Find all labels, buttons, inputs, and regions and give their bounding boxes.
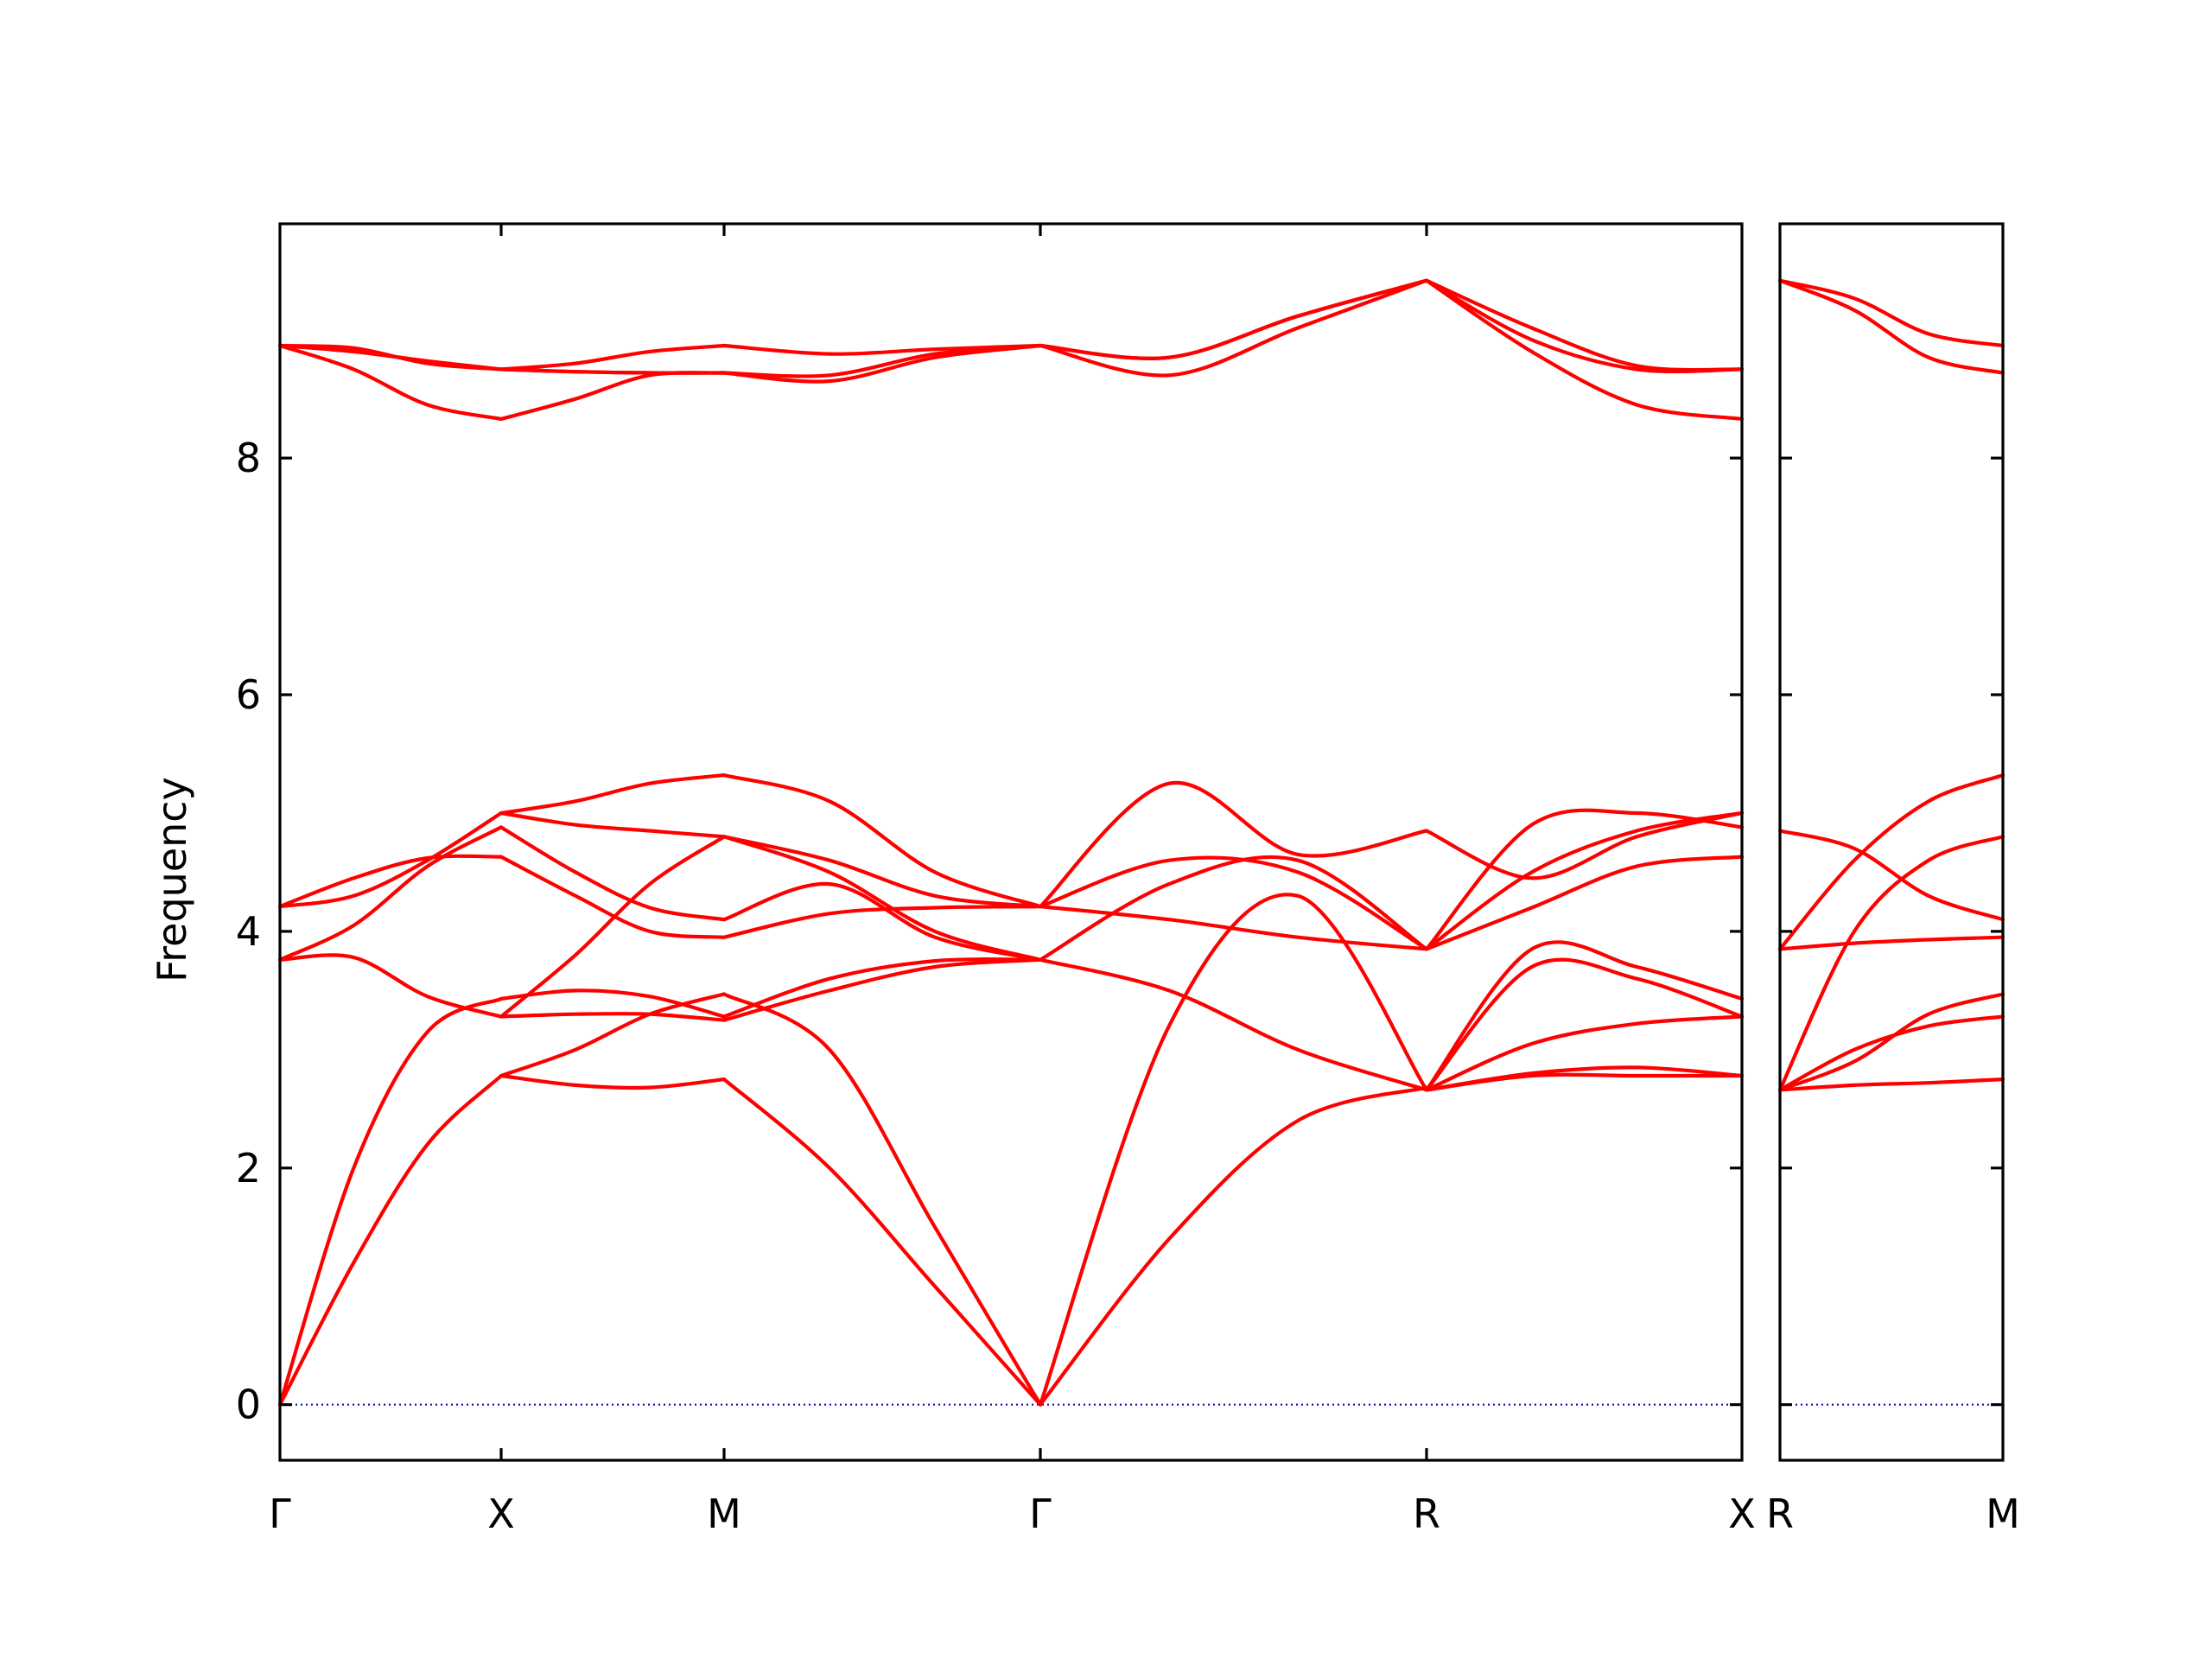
band-branch bbox=[1038, 278, 1429, 360]
band-branch bbox=[1038, 780, 1429, 909]
band-branch bbox=[1424, 940, 1745, 1092]
band-branch bbox=[1424, 957, 1745, 1092]
band-branch bbox=[1038, 905, 1429, 951]
band-branch bbox=[277, 825, 504, 962]
band-branch bbox=[721, 905, 1043, 939]
band-branch bbox=[1424, 810, 1745, 880]
band-branch bbox=[1777, 829, 2005, 922]
band-branch bbox=[721, 343, 1043, 356]
band-branch bbox=[499, 343, 727, 372]
band-branch bbox=[277, 996, 504, 1407]
band-branch bbox=[499, 825, 727, 922]
y-tick-label: 0 bbox=[236, 1382, 261, 1428]
band-branch bbox=[1038, 855, 1429, 951]
band-branch bbox=[1038, 893, 1429, 1407]
band-branch bbox=[721, 1077, 1043, 1407]
band-branch bbox=[1777, 835, 2005, 1092]
band-branch bbox=[277, 1073, 504, 1407]
y-tick-label: 4 bbox=[236, 908, 261, 955]
band-branch bbox=[1777, 1077, 2005, 1092]
left-panel-branches bbox=[277, 278, 1745, 1407]
x-tick-label: Γ bbox=[1029, 1491, 1052, 1537]
band-branch bbox=[277, 854, 504, 909]
x-tick-label: Γ bbox=[269, 1491, 291, 1537]
band-branch bbox=[1424, 1065, 1745, 1092]
band-branch bbox=[499, 773, 727, 816]
band-branch bbox=[1038, 957, 1429, 1092]
band-branch bbox=[1038, 855, 1429, 962]
band-branch bbox=[1424, 1014, 1745, 1092]
band-branch bbox=[499, 810, 727, 839]
x-tick-label: R bbox=[1413, 1491, 1440, 1537]
right-panel-ticks bbox=[1780, 456, 2003, 1407]
band-branch bbox=[1424, 278, 1745, 374]
band-branch bbox=[1424, 855, 1745, 951]
left-panel-ticks bbox=[280, 224, 1742, 1460]
band-branch bbox=[277, 953, 504, 1019]
y-tick-label: 8 bbox=[236, 435, 261, 481]
band-branch bbox=[499, 371, 727, 421]
band-branch bbox=[277, 343, 504, 372]
band-branch bbox=[721, 992, 1043, 1407]
band-branch bbox=[721, 881, 1043, 962]
band-branch bbox=[721, 835, 1043, 909]
right-panel-frame bbox=[1778, 222, 2005, 1462]
band-branch bbox=[721, 835, 1043, 962]
y-tick-labels: 0 2 4 6 8 bbox=[236, 435, 261, 1428]
x-tick-label: X bbox=[487, 1491, 515, 1537]
band-branch bbox=[277, 343, 504, 421]
band-branch bbox=[277, 810, 504, 909]
left-panel: 0 2 4 6 8 Γ X M Γ R X bbox=[236, 222, 1756, 1537]
x-tick-label: R bbox=[1766, 1491, 1794, 1537]
band-branch bbox=[1777, 278, 2005, 375]
band-branch bbox=[1777, 935, 2005, 951]
band-branch bbox=[499, 988, 727, 1019]
band-branch bbox=[1424, 1072, 1745, 1092]
band-branch bbox=[1777, 278, 2005, 348]
right-panel-branches bbox=[1777, 278, 2005, 1092]
band-branch bbox=[499, 855, 727, 939]
x-tick-label: X bbox=[1728, 1491, 1756, 1537]
left-panel-frame bbox=[278, 222, 1744, 1462]
band-branch bbox=[499, 835, 727, 1019]
band-branch bbox=[1424, 808, 1745, 951]
band-branch bbox=[1424, 278, 1745, 421]
band-branch bbox=[499, 1073, 727, 1090]
x-tick-label: M bbox=[1986, 1491, 2020, 1537]
band-branch bbox=[1777, 773, 2005, 951]
band-branch bbox=[721, 957, 1043, 1022]
y-tick-label: 2 bbox=[236, 1145, 261, 1192]
band-branch bbox=[1038, 278, 1429, 378]
x-tick-label: M bbox=[707, 1491, 741, 1537]
band-branch bbox=[499, 1012, 727, 1022]
y-axis-label: Frequency bbox=[149, 777, 195, 982]
band-branch bbox=[1038, 1085, 1429, 1407]
band-branch bbox=[721, 957, 1043, 1019]
band-branch bbox=[499, 992, 727, 1078]
band-branch bbox=[721, 773, 1043, 909]
y-tick-label: 6 bbox=[236, 671, 261, 718]
band-branch bbox=[1038, 278, 1429, 360]
band-branch bbox=[1777, 992, 2005, 1092]
